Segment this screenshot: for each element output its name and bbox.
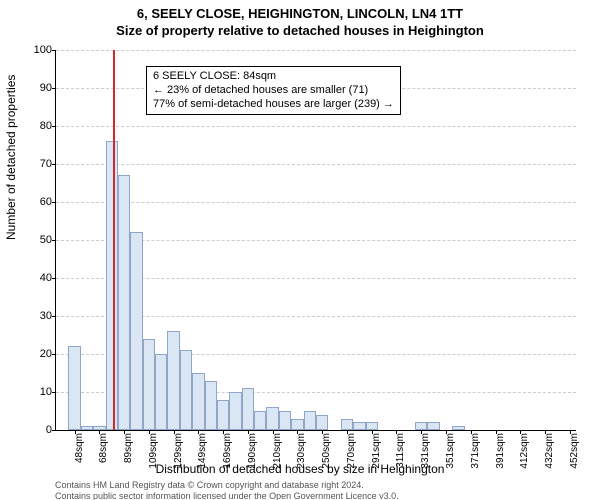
- ytick-mark: [52, 50, 56, 51]
- ytick-label: 40: [12, 272, 52, 284]
- histogram-bar: [452, 426, 464, 430]
- histogram-bar: [143, 339, 155, 430]
- ytick-mark: [52, 430, 56, 431]
- xtick-label: 230sqm: [296, 433, 307, 483]
- histogram-bar: [304, 411, 316, 430]
- histogram-bar: [167, 331, 179, 430]
- histogram-bar: [217, 400, 229, 430]
- reference-line: [113, 50, 115, 430]
- annotation-box: 6 SEELY CLOSE: 84sqm← 23% of detached ho…: [146, 66, 401, 115]
- histogram-bar: [366, 422, 378, 430]
- histogram-bar: [353, 422, 365, 430]
- ytick-mark: [52, 354, 56, 355]
- ytick-mark: [52, 240, 56, 241]
- xtick-label: 371sqm: [470, 433, 481, 483]
- histogram-bar: [118, 175, 130, 430]
- ytick-label: 10: [12, 386, 52, 398]
- ytick-label: 30: [12, 310, 52, 322]
- xtick-label: 210sqm: [272, 433, 283, 483]
- histogram-bar: [155, 354, 167, 430]
- xtick-label: 391sqm: [495, 433, 506, 483]
- gridline: [56, 126, 576, 127]
- xtick-label: 452sqm: [569, 433, 580, 483]
- xtick-label: 351sqm: [445, 433, 456, 483]
- histogram-bar: [106, 141, 118, 430]
- histogram-bar: [192, 373, 204, 430]
- histogram-bar: [291, 419, 303, 430]
- histogram-bar: [180, 350, 192, 430]
- xtick-label: 291sqm: [371, 433, 382, 483]
- plot-area: 6 SEELY CLOSE: 84sqm← 23% of detached ho…: [55, 50, 576, 431]
- histogram-bar: [341, 419, 353, 430]
- footer-line2: Contains public sector information licen…: [55, 491, 399, 500]
- ytick-label: 80: [12, 120, 52, 132]
- xtick-label: 311sqm: [395, 433, 406, 483]
- annotation-line3: 77% of semi-detached houses are larger (…: [153, 98, 394, 112]
- xtick-label: 270sqm: [346, 433, 357, 483]
- xtick-label: 331sqm: [420, 433, 431, 483]
- ytick-label: 60: [12, 196, 52, 208]
- xtick-label: 190sqm: [247, 433, 258, 483]
- ytick-label: 70: [12, 158, 52, 170]
- xtick-label: 169sqm: [222, 433, 233, 483]
- histogram-bar: [415, 422, 427, 430]
- xtick-label: 109sqm: [148, 433, 159, 483]
- ytick-mark: [52, 392, 56, 393]
- histogram-bar: [242, 388, 254, 430]
- ytick-mark: [52, 202, 56, 203]
- xtick-label: 129sqm: [173, 433, 184, 483]
- chart-title-line1: 6, SEELY CLOSE, HEIGHINGTON, LINCOLN, LN…: [0, 6, 600, 21]
- chart-container: 6, SEELY CLOSE, HEIGHINGTON, LINCOLN, LN…: [0, 6, 600, 500]
- histogram-bar: [316, 415, 328, 430]
- histogram-bar: [130, 232, 142, 430]
- annotation-line1: 6 SEELY CLOSE: 84sqm: [153, 70, 394, 84]
- histogram-bar: [427, 422, 439, 430]
- xtick-label: 68sqm: [98, 433, 109, 483]
- ytick-label: 20: [12, 348, 52, 360]
- ytick-label: 100: [12, 44, 52, 56]
- gridline: [56, 202, 576, 203]
- xtick-label: 89sqm: [123, 433, 134, 483]
- chart-footer: Contains HM Land Registry data © Crown c…: [55, 480, 399, 500]
- histogram-bar: [279, 411, 291, 430]
- xtick-label: 412sqm: [519, 433, 530, 483]
- annotation-line2: ← 23% of detached houses are smaller (71…: [153, 84, 394, 98]
- ytick-label: 0: [12, 424, 52, 436]
- histogram-bar: [68, 346, 80, 430]
- ytick-mark: [52, 278, 56, 279]
- chart-title-line2: Size of property relative to detached ho…: [0, 23, 600, 38]
- xtick-label: 48sqm: [74, 433, 85, 483]
- xtick-label: 432sqm: [544, 433, 555, 483]
- ytick-label: 50: [12, 234, 52, 246]
- histogram-bar: [254, 411, 266, 430]
- ytick-mark: [52, 126, 56, 127]
- ytick-label: 90: [12, 82, 52, 94]
- ytick-mark: [52, 316, 56, 317]
- histogram-bar: [205, 381, 217, 430]
- histogram-bar: [266, 407, 278, 430]
- histogram-bar: [81, 426, 93, 430]
- xtick-label: 149sqm: [197, 433, 208, 483]
- ytick-mark: [52, 88, 56, 89]
- gridline: [56, 50, 576, 51]
- xtick-label: 250sqm: [321, 433, 332, 483]
- ytick-mark: [52, 164, 56, 165]
- histogram-bar: [229, 392, 241, 430]
- gridline: [56, 164, 576, 165]
